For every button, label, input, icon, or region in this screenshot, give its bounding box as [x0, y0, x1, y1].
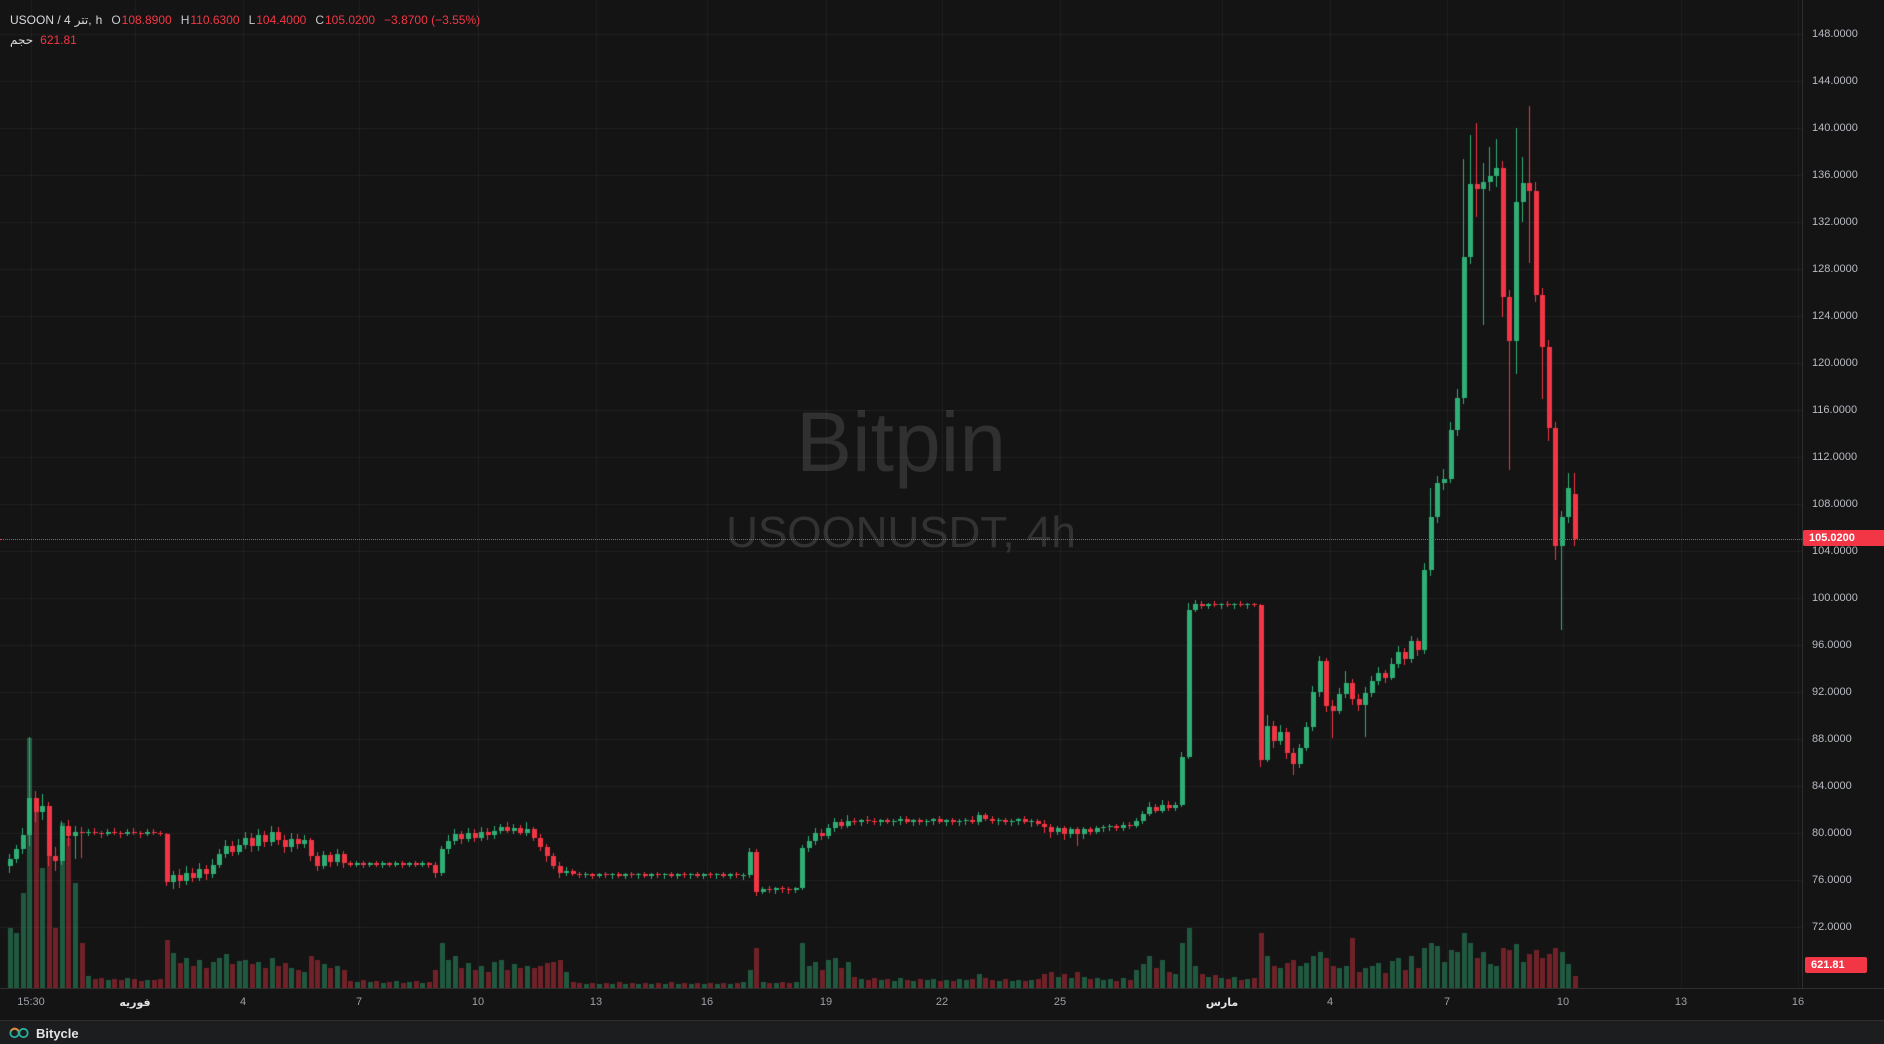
change-value: −3.8700 (−3.55%)	[384, 13, 481, 27]
time-axis[interactable]: 15:30 فوریه 4 7 10 13 16 19 22 25 مارس 4 7 10 13 16	[0, 988, 1884, 1021]
time-tick-label: فوریه	[119, 997, 151, 1009]
bitycle-icon	[9, 1027, 29, 1039]
time-tick-label: 22	[935, 996, 949, 1008]
close-label: C	[315, 13, 324, 27]
time-tick-label: 13	[589, 996, 603, 1008]
time-tick-label: 16	[1791, 996, 1805, 1008]
price-tick-label: 112.0000	[1812, 450, 1858, 463]
last-volume-badge: 621.81	[1805, 957, 1867, 973]
time-tick-label: 10	[1556, 996, 1570, 1008]
time-tick-label: 4	[239, 996, 247, 1008]
price-tick-label: 132.0000	[1812, 216, 1858, 229]
bitycle-logo[interactable]: Bitycle	[8, 1025, 79, 1041]
price-tick-label: 116.0000	[1812, 404, 1858, 416]
bitycle-label: Bitycle	[36, 1025, 79, 1041]
high-value: 110.6300	[190, 13, 240, 27]
time-tick-label: 4	[1326, 996, 1334, 1008]
legend-volume-row[interactable]: حجم 621.81	[10, 30, 480, 50]
price-tick-label: 100.0000	[1812, 591, 1858, 604]
low-label: L	[248, 13, 256, 27]
time-tick-label: 19	[819, 996, 833, 1008]
chart-legend[interactable]: USOON / 4 تتر, h O 108.8900 H 110.6300 L 10…	[10, 10, 480, 50]
open-value: 108.8900	[121, 13, 172, 27]
price-tick-label: 140.0000	[1812, 122, 1858, 135]
time-tick-label: 25	[1053, 996, 1067, 1008]
price-tick-label: 76.0000	[1812, 873, 1852, 886]
last-price-badge: 105.0200	[1803, 529, 1884, 546]
symbol-name[interactable]: USOON / 4	[10, 13, 71, 27]
price-axis[interactable]: 105.0200 621.81 148.0000 144.0000 140.0000…	[1802, 0, 1884, 1020]
current-price-line	[0, 538, 1802, 540]
price-tick-label: 88.0000	[1812, 732, 1852, 745]
quote-currency-label: تتر,	[74, 13, 92, 27]
time-tick-label: 7	[355, 996, 363, 1008]
time-tick-label: مارس	[1205, 997, 1239, 1009]
price-tick-label: 72.0000	[1812, 920, 1852, 933]
price-tick-label: 84.0000	[1812, 779, 1852, 792]
low-value: 104.4000	[256, 13, 307, 27]
time-tick-label: 10	[471, 996, 485, 1008]
close-value: 105.0200	[324, 13, 376, 27]
volume-value: 621.81	[40, 33, 77, 47]
price-tick-label: 80.0000	[1812, 826, 1852, 839]
bottom-toolbar: Bitycle	[0, 1020, 1884, 1044]
price-tick-label: 104.0000	[1812, 544, 1858, 557]
price-tick-label: 148.0000	[1812, 28, 1858, 41]
candlestick-canvas[interactable]	[0, 0, 1802, 988]
price-chart-pane[interactable]: Bitpin USOONUSDT, 4h USOON / 4 تتر, h O1…	[0, 0, 1802, 988]
price-tick-label: 136.0000	[1812, 169, 1858, 182]
time-tick-label: 13	[1674, 996, 1688, 1008]
price-tick-label: 108.0000	[1812, 497, 1858, 510]
price-tick-label: 128.0000	[1812, 263, 1858, 276]
price-tick-label: 92.0000	[1812, 685, 1852, 698]
price-tick-label: 124.0000	[1812, 310, 1858, 323]
time-tick-label: 7	[1443, 996, 1451, 1008]
interval-label[interactable]: h	[95, 13, 103, 27]
high-label: H	[180, 13, 190, 27]
price-tick-label: 144.0000	[1812, 75, 1858, 88]
volume-label: حجم	[10, 33, 34, 47]
open-label: O	[111, 13, 121, 27]
price-tick-label: 120.0000	[1812, 357, 1858, 369]
time-tick-label: 15:30	[17, 996, 45, 1008]
time-tick-label: 16	[700, 996, 714, 1008]
price-tick-label: 96.0000	[1812, 638, 1852, 651]
legend-symbol-row[interactable]: USOON / 4 تتر, h O 108.8900 H 110.6300 L 10…	[10, 10, 480, 30]
